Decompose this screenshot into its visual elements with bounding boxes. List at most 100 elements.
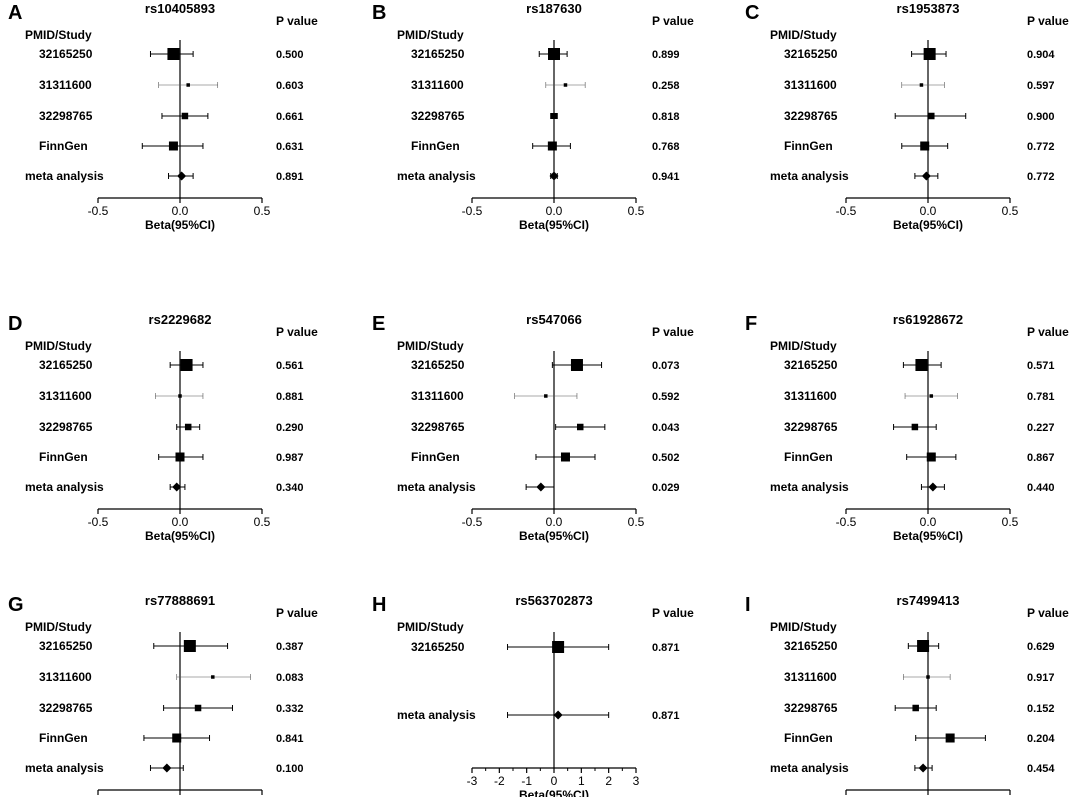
p-value-column-header: P value xyxy=(1027,325,1069,339)
p-value: 0.258 xyxy=(652,80,680,92)
x-tick-label: -1 xyxy=(521,774,532,788)
p-value: 0.332 xyxy=(276,703,304,715)
x-tick-label: -2 xyxy=(494,774,505,788)
study-label: 32165250 xyxy=(784,358,838,372)
p-value: 0.841 xyxy=(276,733,304,745)
point-estimate-square xyxy=(926,675,930,679)
x-tick-label: 0.5 xyxy=(254,515,271,529)
p-value: 0.440 xyxy=(1027,482,1055,494)
panel-title: rs77888691 xyxy=(145,593,215,608)
panel-title: rs61928672 xyxy=(893,312,963,327)
panel-label: G xyxy=(8,594,24,616)
p-value: 0.891 xyxy=(276,171,304,183)
p-value-column-header: P value xyxy=(652,14,694,28)
p-value: 0.387 xyxy=(276,641,304,653)
point-estimate-square xyxy=(172,733,182,743)
p-value: 0.571 xyxy=(1027,360,1055,372)
x-tick-label: 0.5 xyxy=(628,515,645,529)
study-label: 32165250 xyxy=(411,640,465,654)
panel-title: rs1953873 xyxy=(897,1,960,16)
point-estimate-square xyxy=(576,423,584,431)
p-value: 0.152 xyxy=(1027,703,1055,715)
study-label: 32165250 xyxy=(784,47,838,61)
study-label: 31311600 xyxy=(39,78,92,92)
point-estimate-square xyxy=(570,359,583,371)
panel-label: D xyxy=(8,313,22,335)
study-label: meta analysis xyxy=(770,761,849,775)
point-estimate-square xyxy=(552,641,565,653)
p-value: 0.043 xyxy=(652,422,680,434)
study-label: meta analysis xyxy=(25,761,104,775)
panel-title: rs563702873 xyxy=(515,593,592,608)
x-tick-label: 0.5 xyxy=(1002,515,1019,529)
panel-label: H xyxy=(372,594,386,616)
x-tick-label: 0.0 xyxy=(546,515,563,529)
x-tick-label: -0.5 xyxy=(462,204,483,218)
p-value: 0.987 xyxy=(276,452,304,464)
x-axis-label: Beta(95%CI) xyxy=(519,788,589,797)
p-value-column-header: P value xyxy=(276,14,318,28)
study-label: meta analysis xyxy=(397,708,476,722)
x-tick-label: 0.0 xyxy=(920,204,937,218)
study-label: 31311600 xyxy=(39,670,92,684)
x-tick-label: -0.5 xyxy=(836,515,857,529)
point-estimate-square xyxy=(544,394,548,398)
panel-title: rs7499413 xyxy=(897,593,960,608)
p-value: 0.881 xyxy=(276,391,304,403)
study-label: 32298765 xyxy=(39,420,93,434)
p-value: 0.597 xyxy=(1027,80,1055,92)
p-value: 0.454 xyxy=(1027,763,1055,775)
p-value: 0.899 xyxy=(652,49,680,61)
study-label: FinnGen xyxy=(784,450,833,464)
point-estimate-diamond xyxy=(549,171,559,181)
x-tick-label: 0 xyxy=(551,774,558,788)
x-tick-label: 3 xyxy=(633,774,640,788)
p-value: 0.772 xyxy=(1027,141,1055,153)
study-label: 31311600 xyxy=(411,78,464,92)
study-column-header: PMID/Study xyxy=(25,339,92,353)
p-value: 0.100 xyxy=(276,763,304,775)
p-value: 0.500 xyxy=(276,49,304,61)
study-column-header: PMID/Study xyxy=(770,620,837,634)
p-value: 0.661 xyxy=(276,111,304,123)
x-axis-label: Beta(95%CI) xyxy=(519,529,589,543)
panel-label: B xyxy=(372,2,386,24)
panel-title: rs2229682 xyxy=(149,312,212,327)
x-axis-label: Beta(95%CI) xyxy=(145,529,215,543)
point-estimate-square xyxy=(186,83,190,87)
x-tick-label: -0.5 xyxy=(88,204,109,218)
point-estimate-square xyxy=(919,83,924,87)
study-label: FinnGen xyxy=(411,450,460,464)
p-value: 0.592 xyxy=(652,391,680,403)
p-value-column-header: P value xyxy=(1027,14,1069,28)
point-estimate-diamond xyxy=(172,482,182,492)
study-label: 31311600 xyxy=(39,389,92,403)
study-label: 31311600 xyxy=(784,78,837,92)
study-label: 32165250 xyxy=(39,358,93,372)
p-value: 0.502 xyxy=(652,452,680,464)
study-column-header: PMID/Study xyxy=(25,620,92,634)
x-tick-label: 0.5 xyxy=(254,204,271,218)
point-estimate-square xyxy=(563,83,568,87)
study-label: FinnGen xyxy=(784,139,833,153)
point-estimate-square xyxy=(945,733,955,743)
point-estimate-square xyxy=(181,112,189,120)
point-estimate-diamond xyxy=(177,171,187,181)
p-value: 0.871 xyxy=(652,642,680,654)
p-value-column-header: P value xyxy=(652,325,694,339)
p-value: 0.917 xyxy=(1027,672,1055,684)
study-label: 32165250 xyxy=(784,639,838,653)
study-label: 32298765 xyxy=(411,420,465,434)
point-estimate-square xyxy=(548,48,560,60)
point-estimate-diamond xyxy=(921,171,931,181)
study-column-header: PMID/Study xyxy=(770,28,837,42)
p-value: 0.629 xyxy=(1027,641,1055,653)
x-tick-label: 2 xyxy=(605,774,612,788)
study-label: FinnGen xyxy=(411,139,460,153)
p-value: 0.818 xyxy=(652,111,680,123)
x-tick-label: 0.5 xyxy=(1002,204,1019,218)
p-value-column-header: P value xyxy=(276,325,318,339)
